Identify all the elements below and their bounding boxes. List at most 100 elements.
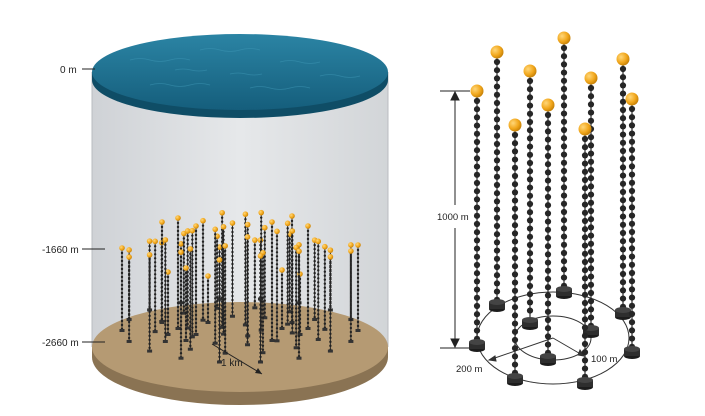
buoy-sphere [252, 237, 258, 243]
optical-module [288, 285, 291, 289]
optical-module [356, 284, 360, 288]
optical-module [294, 303, 298, 306]
optical-module [263, 287, 266, 290]
optical-module [120, 299, 124, 303]
optical-module [120, 311, 124, 315]
optical-module [148, 346, 151, 350]
optical-module [194, 265, 198, 269]
optical-module [349, 254, 353, 258]
optical-module [270, 265, 274, 269]
optical-module [218, 307, 221, 311]
optical-module [526, 291, 534, 298]
anchor-body [615, 310, 631, 317]
optical-module [148, 302, 151, 306]
optical-module [160, 245, 164, 249]
optical-module [329, 280, 332, 284]
optical-module [194, 269, 198, 273]
optical-module [160, 309, 164, 313]
optical-module [153, 293, 157, 296]
optical-module [544, 275, 552, 283]
optical-module [493, 140, 501, 148]
optical-module [526, 282, 534, 290]
optical-module [148, 266, 151, 270]
detector-string [261, 224, 268, 320]
optical-module [473, 188, 481, 195]
optical-module [291, 258, 294, 262]
optical-module [473, 294, 481, 301]
optical-module [246, 228, 249, 231]
optical-module [184, 283, 188, 287]
detector-string [274, 228, 280, 343]
optical-module [166, 323, 170, 327]
optical-module [619, 82, 627, 89]
optical-module [560, 217, 568, 224]
buoy-sphere [205, 273, 211, 279]
optical-module [253, 279, 257, 283]
optical-module [544, 136, 552, 143]
optical-module [179, 255, 183, 259]
optical-module [176, 257, 180, 261]
optical-module [220, 320, 224, 323]
optical-module [493, 288, 501, 295]
optical-module [560, 85, 568, 93]
optical-module [179, 263, 183, 267]
optical-module [189, 340, 192, 344]
optical-module [323, 274, 327, 277]
optical-module [179, 311, 183, 315]
optical-module [288, 289, 291, 293]
optical-module [511, 181, 519, 188]
optical-module [263, 267, 266, 270]
optical-module [244, 301, 247, 305]
anchor [296, 356, 302, 360]
optical-module [294, 271, 298, 274]
optical-module [246, 276, 249, 280]
optical-module [544, 243, 552, 250]
optical-module [297, 286, 301, 290]
optical-module [176, 285, 180, 289]
detector-string [624, 92, 640, 359]
optical-module [544, 128, 552, 135]
optical-module [473, 327, 481, 334]
optical-module [259, 287, 262, 291]
optical-module [223, 261, 227, 265]
optical-module [184, 295, 188, 299]
optical-module [493, 280, 501, 287]
optical-module [127, 316, 131, 320]
optical-module [260, 228, 263, 231]
optical-module [201, 280, 205, 283]
anchor-top [615, 307, 631, 313]
optical-module [275, 259, 279, 262]
optical-module [329, 312, 332, 316]
optical-module [275, 315, 279, 318]
optical-module [244, 289, 247, 293]
optical-module [215, 240, 219, 243]
optical-module [222, 238, 225, 241]
optical-module [628, 220, 636, 227]
optical-module [560, 258, 568, 265]
optical-module [619, 98, 627, 105]
detector-string [279, 267, 285, 330]
optical-module [214, 317, 217, 320]
buoy-sphere [578, 122, 592, 136]
optical-module [246, 252, 249, 256]
optical-module [231, 258, 234, 262]
optical-module [153, 285, 157, 288]
optical-module [194, 289, 198, 293]
optical-module [215, 268, 219, 271]
buoy-sphere [274, 228, 280, 235]
optical-module [120, 267, 124, 271]
optical-module [297, 274, 301, 278]
optical-module [280, 281, 284, 285]
optical-module [153, 269, 157, 272]
optical-module [349, 326, 353, 330]
optical-module [246, 240, 249, 244]
optical-module [511, 213, 519, 221]
optical-module [201, 248, 205, 251]
optical-module [189, 268, 192, 272]
optical-module [544, 226, 552, 233]
detector-string [162, 237, 169, 343]
optical-module [329, 276, 332, 280]
optical-module [127, 320, 131, 324]
optical-module [160, 261, 164, 265]
optical-module [253, 303, 257, 307]
